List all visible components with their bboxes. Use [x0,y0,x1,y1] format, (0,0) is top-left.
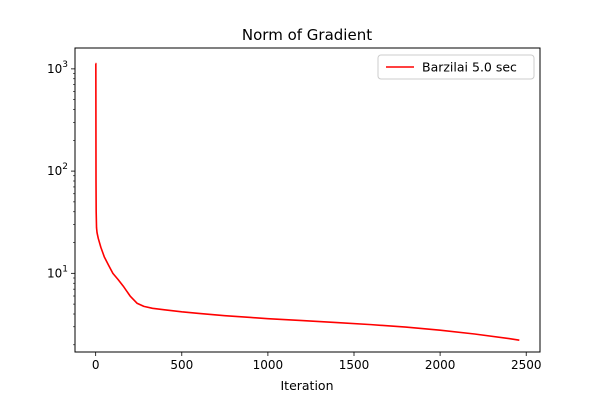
x-tick-label: 2500 [511,358,542,372]
y-tick-label: 102 [47,162,68,178]
legend-box [377,54,535,80]
y-tick-base: 10 [47,266,62,280]
series-line [95,62,520,341]
y-tick-exponent: 1 [62,264,68,274]
x-tick-label: 2000 [425,358,456,372]
chart-title: Norm of Gradient [242,26,372,44]
x-tick-label: 500 [170,358,193,372]
y-tick-base: 10 [47,164,62,178]
x-axis-ticks: 0 500 1000 1500 2000 2500 [92,352,542,372]
plot-frame [74,47,541,353]
y-tick-label: 103 [47,60,68,76]
legend: Barzilai 5.0 sec [377,54,535,80]
x-tick-label: 1000 [253,358,284,372]
y-tick-base: 10 [47,62,62,76]
y-tick-exponent: 2 [62,162,68,172]
series-layer [95,62,520,341]
y-tick-label: 101 [47,264,68,280]
x-tick-label: 1500 [339,358,370,372]
x-tick-label: 0 [92,358,100,372]
y-tick-exponent: 3 [62,60,68,70]
legend-label: Barzilai 5.0 sec [422,60,517,75]
x-axis-label: Iteration [280,378,333,393]
